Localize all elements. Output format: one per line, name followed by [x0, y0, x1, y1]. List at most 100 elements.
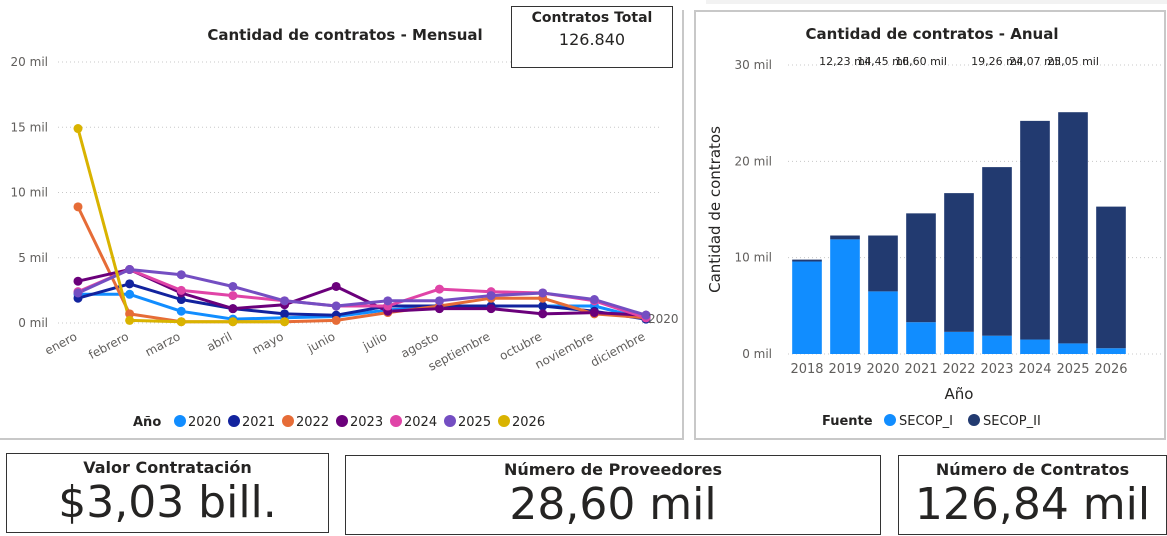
- top-strip: [706, 0, 1167, 4]
- x-tick-label: 2021: [904, 362, 937, 377]
- legend-marker-2026: [498, 415, 510, 427]
- legend-label-2020: 2020: [188, 415, 221, 430]
- data-point-2021: [280, 309, 290, 319]
- x-tick-label: 2022: [942, 362, 975, 377]
- bar-SECOP_II-2022: [944, 193, 974, 332]
- bar-SECOP_I-2019: [830, 239, 860, 354]
- data-point-2025: [125, 264, 135, 274]
- x-tick-label: abril: [204, 329, 234, 354]
- y-tick-label: 0 mil: [18, 316, 48, 330]
- bar-SECOP_II-2024: [1020, 120, 1050, 340]
- x-tick-label: enero: [42, 329, 79, 358]
- y-tick-label: 10 mil: [11, 186, 48, 200]
- data-point-2025: [538, 288, 548, 298]
- bar-SECOP_I-2021: [906, 322, 936, 354]
- data-point-2021: [125, 279, 135, 289]
- data-point-2025: [176, 270, 186, 280]
- bar-SECOP_II-2019: [830, 235, 860, 240]
- data-point-2026: [125, 315, 135, 325]
- data-point-2023: [331, 281, 341, 291]
- kpi-proveedores-value: 28,60 mil: [509, 479, 717, 530]
- bar-total-label: 19,26 mil: [971, 55, 1023, 68]
- series-line-2025: [77, 268, 647, 317]
- kpi-contratos-title: Número de Contratos: [935, 460, 1130, 479]
- contratos-total-value: 126.840: [558, 30, 626, 49]
- data-point-2023: [434, 304, 444, 314]
- data-point-2020: [176, 306, 186, 316]
- data-point-2025: [383, 296, 393, 306]
- data-point-2023: [73, 276, 83, 286]
- y-axis-title: Cantidad de contratos: [706, 126, 724, 293]
- annual-chart-panel: Cantidad de contratos - Anual 0 mil 10 mil…: [694, 10, 1166, 440]
- series-line-2023: [77, 268, 647, 317]
- data-point-2025: [589, 295, 599, 305]
- data-point-2025: [641, 310, 651, 320]
- data-point-2025: [228, 281, 238, 291]
- bar-SECOP_I-2018: [792, 261, 822, 354]
- legend-marker-2020: [174, 415, 186, 427]
- data-point-2024: [228, 291, 238, 301]
- y-tick-label: 0 mil: [742, 347, 772, 361]
- y-tick-label: 20 mil: [11, 55, 48, 69]
- legend-title: Fuente: [822, 414, 873, 429]
- bar-SECOP_II-2020: [868, 235, 898, 292]
- x-tick-label: noviembre: [533, 329, 596, 371]
- bar-SECOP_II-2025: [1058, 112, 1088, 344]
- x-tick-label: 2024: [1018, 362, 1051, 377]
- x-tick-label: junio: [304, 329, 337, 356]
- data-point-2026: [228, 317, 238, 327]
- data-point-2021: [176, 295, 186, 305]
- bar-SECOP_II-2021: [906, 213, 936, 323]
- x-axis-title: Año: [945, 385, 974, 403]
- x-tick-label: 2020: [866, 362, 899, 377]
- y-tick-label: 15 mil: [11, 120, 48, 134]
- bar-SECOP_II-2018: [792, 259, 822, 262]
- x-tick-label: mayo: [250, 329, 286, 357]
- data-point-2022: [73, 202, 83, 212]
- data-point-2026: [73, 124, 83, 134]
- data-point-2023: [486, 304, 496, 314]
- x-tick-label: 2026: [1094, 362, 1127, 377]
- data-point-2020: [125, 289, 135, 299]
- x-tick-label: 2025: [1056, 362, 1089, 377]
- bar-SECOP_I-2023: [982, 335, 1012, 354]
- y-tick-label: 20 mil: [735, 154, 772, 168]
- data-point-2025: [486, 291, 496, 301]
- data-point-2026: [280, 317, 290, 327]
- bar-SECOP_II-2023: [982, 167, 1012, 336]
- x-tick-label: diciembre: [588, 329, 647, 369]
- kpi-card-proveedores: Número de Proveedores 28,60 mil: [345, 455, 881, 535]
- data-point-2025: [434, 296, 444, 306]
- data-point-2025: [73, 288, 83, 298]
- data-point-2025: [331, 301, 341, 311]
- bar-total-label: 25,05 mil: [1047, 55, 1099, 68]
- data-point-2024: [176, 285, 186, 295]
- monthly-chart-title: Cantidad de contratos - Mensual: [207, 26, 482, 44]
- annual-bar-chart: Cantidad de contratos - Anual 0 mil 10 mil…: [706, 25, 1162, 429]
- legend-marker-2022: [282, 415, 294, 427]
- bar-total-label: 14,45 mil: [857, 55, 909, 68]
- x-tick-label: 2018: [790, 362, 823, 377]
- legend-label-2022: 2022: [296, 415, 329, 430]
- x-tick-label: febrero: [86, 329, 131, 362]
- kpi-card-contratos: Número de Contratos 126,84 mil: [898, 455, 1167, 535]
- bar-SECOP_I-2024: [1020, 339, 1050, 354]
- legend-marker-SECOP_II: [968, 414, 980, 426]
- x-tick-label: marzo: [143, 329, 183, 359]
- legend-label-SECOP_II: SECOP_II: [983, 414, 1041, 429]
- legend-marker-2025: [444, 415, 456, 427]
- monthly-line-chart: Cantidad de contratos - Mensual 0 mil 5 mi…: [11, 26, 679, 430]
- legend-label-2024: 2024: [404, 415, 437, 430]
- y-tick-label: 5 mil: [18, 251, 48, 265]
- data-point-2023: [538, 309, 548, 319]
- legend-label-2021: 2021: [242, 415, 275, 430]
- bar-total-label: 12,23 mil: [819, 55, 871, 68]
- kpi-contratos-value: 126,84 mil: [914, 479, 1151, 530]
- contratos-total-title: Contratos Total: [531, 10, 653, 26]
- series-line-2021: [77, 282, 647, 321]
- monthly-chart-panel: Cantidad de contratos - Mensual 0 mil 5 mi…: [0, 10, 684, 440]
- x-tick-label: julio: [360, 329, 389, 354]
- bar-total-label: 16,60 mil: [895, 55, 947, 68]
- legend-label-2023: 2023: [350, 415, 383, 430]
- kpi-valor-value: $3,03 bill.: [58, 477, 277, 528]
